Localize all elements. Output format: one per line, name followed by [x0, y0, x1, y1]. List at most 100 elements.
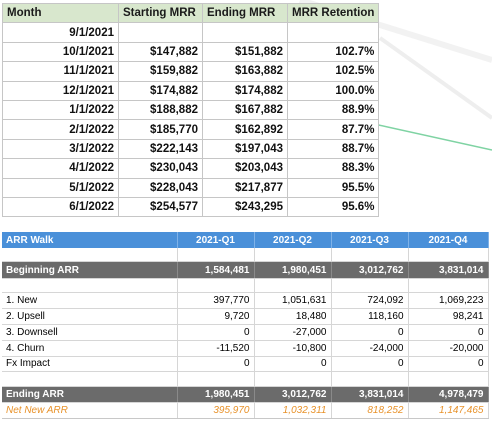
empty-cell[interactable] [254, 248, 332, 263]
quarter-header[interactable]: 2021-Q2 [254, 232, 332, 248]
starting-mrr-cell[interactable]: $174,882 [118, 80, 203, 101]
starting-mrr-cell[interactable]: $228,043 [118, 177, 203, 198]
mrr-retention-cell[interactable]: 95.6% [286, 196, 380, 218]
empty-cell[interactable] [408, 371, 489, 387]
beginning-arr-label[interactable]: Beginning ARR [2, 261, 178, 279]
ending-arr-value[interactable]: 1,980,451 [177, 386, 255, 404]
ending-arr-value[interactable]: 3,012,762 [254, 386, 332, 404]
line-item-value[interactable]: -24,000 [331, 340, 409, 357]
beginning-arr-value[interactable]: 3,012,762 [331, 261, 409, 279]
header-mrr-retention[interactable]: MRR Retention [286, 2, 380, 24]
mrr-retention-cell[interactable]: 95.5% [286, 177, 380, 198]
line-item-label[interactable]: Fx Impact [2, 356, 178, 373]
ending-mrr-cell[interactable]: $151,882 [202, 41, 288, 63]
beginning-arr-value[interactable]: 3,831,014 [408, 261, 489, 279]
line-item-label[interactable]: 2. Upsell [2, 308, 178, 325]
mrr-retention-cell[interactable]: 88.3% [286, 158, 380, 179]
line-item-value[interactable]: 1,069,223 [408, 292, 489, 310]
line-item-value[interactable]: 1,051,631 [254, 292, 332, 310]
ending-arr-value[interactable]: 4,978,479 [408, 386, 489, 404]
ending-mrr-cell[interactable]: $217,877 [202, 177, 288, 198]
starting-mrr-cell[interactable]: $185,770 [118, 119, 203, 140]
month-cell[interactable]: 4/1/2022 [2, 158, 119, 179]
empty-cell[interactable] [254, 371, 332, 387]
quarter-header[interactable]: 2021-Q1 [177, 232, 255, 248]
arr-walk-title[interactable]: ARR Walk [2, 232, 178, 248]
empty-cell[interactable] [2, 278, 178, 294]
line-item-label[interactable]: 3. Downsell [2, 324, 178, 341]
line-item-value[interactable]: -10,800 [254, 340, 332, 357]
mrr-retention-cell[interactable]: 88.7% [286, 138, 380, 160]
net-new-arr-value[interactable]: 395,970 [177, 402, 255, 420]
beginning-arr-value[interactable]: 1,584,481 [177, 261, 255, 279]
header-month[interactable]: Month [2, 2, 119, 24]
month-cell[interactable]: 6/1/2022 [2, 196, 119, 218]
mrr-retention-cell[interactable]: 102.7% [286, 41, 380, 63]
empty-cell[interactable] [408, 278, 489, 294]
starting-mrr-cell[interactable]: $159,882 [118, 61, 203, 82]
ending-mrr-cell[interactable]: $243,295 [202, 196, 288, 218]
quarter-header[interactable]: 2021-Q3 [331, 232, 409, 248]
line-item-label[interactable]: 1. New [2, 292, 178, 310]
line-item-value[interactable]: 0 [177, 324, 255, 341]
net-new-arr-value[interactable]: 818,252 [331, 402, 409, 420]
ending-mrr-cell[interactable]: $167,882 [202, 99, 288, 121]
net-new-arr-label[interactable]: Net New ARR [2, 402, 178, 420]
starting-mrr-cell[interactable]: $188,882 [118, 99, 203, 121]
mrr-retention-cell[interactable]: 88.9% [286, 99, 380, 121]
empty-cell[interactable] [331, 371, 409, 387]
empty-cell[interactable] [2, 248, 178, 263]
line-item-value[interactable]: 0 [254, 356, 332, 373]
ending-arr-value[interactable]: 3,831,014 [331, 386, 409, 404]
ending-arr-label[interactable]: Ending ARR [2, 386, 178, 404]
ending-mrr-cell[interactable] [202, 22, 288, 43]
starting-mrr-cell[interactable]: $147,882 [118, 41, 203, 63]
empty-cell[interactable] [2, 371, 178, 387]
header-ending-mrr[interactable]: Ending MRR [202, 2, 288, 24]
line-item-value[interactable]: 0 [408, 324, 489, 341]
line-item-value[interactable]: 0 [331, 324, 409, 341]
empty-cell[interactable] [177, 278, 255, 294]
empty-cell[interactable] [177, 248, 255, 263]
ending-mrr-cell[interactable]: $197,043 [202, 138, 288, 160]
line-item-value[interactable]: 0 [331, 356, 409, 373]
mrr-retention-cell[interactable] [286, 22, 380, 43]
header-starting-mrr[interactable]: Starting MRR [118, 2, 203, 24]
line-item-value[interactable]: 724,092 [331, 292, 409, 310]
starting-mrr-cell[interactable]: $222,143 [118, 138, 203, 160]
quarter-header[interactable]: 2021-Q4 [408, 232, 489, 248]
empty-cell[interactable] [254, 278, 332, 294]
month-cell[interactable]: 2/1/2022 [2, 119, 119, 140]
empty-cell[interactable] [331, 248, 409, 263]
line-item-label[interactable]: 4. Churn [2, 340, 178, 357]
mrr-retention-cell[interactable]: 87.7% [286, 119, 380, 140]
month-cell[interactable]: 5/1/2022 [2, 177, 119, 198]
line-item-value[interactable]: 0 [408, 356, 489, 373]
ending-mrr-cell[interactable]: $163,882 [202, 61, 288, 82]
starting-mrr-cell[interactable]: $230,043 [118, 158, 203, 179]
beginning-arr-value[interactable]: 1,980,451 [254, 261, 332, 279]
line-item-value[interactable]: 0 [177, 356, 255, 373]
line-item-value[interactable]: 397,770 [177, 292, 255, 310]
month-cell[interactable]: 3/1/2022 [2, 138, 119, 160]
empty-cell[interactable] [331, 278, 409, 294]
month-cell[interactable]: 9/1/2021 [2, 22, 119, 43]
empty-cell[interactable] [177, 371, 255, 387]
line-item-value[interactable]: 98,241 [408, 308, 489, 325]
starting-mrr-cell[interactable]: $254,577 [118, 196, 203, 218]
mrr-retention-cell[interactable]: 102.5% [286, 61, 380, 82]
line-item-value[interactable]: -27,000 [254, 324, 332, 341]
mrr-retention-cell[interactable]: 100.0% [286, 80, 380, 101]
ending-mrr-cell[interactable]: $174,882 [202, 80, 288, 101]
month-cell[interactable]: 10/1/2021 [2, 41, 119, 63]
line-item-value[interactable]: -11,520 [177, 340, 255, 357]
line-item-value[interactable]: -20,000 [408, 340, 489, 357]
line-item-value[interactable]: 118,160 [331, 308, 409, 325]
line-item-value[interactable]: 18,480 [254, 308, 332, 325]
empty-cell[interactable] [408, 248, 489, 263]
ending-mrr-cell[interactable]: $203,043 [202, 158, 288, 179]
ending-mrr-cell[interactable]: $162,892 [202, 119, 288, 140]
month-cell[interactable]: 1/1/2022 [2, 99, 119, 121]
month-cell[interactable]: 11/1/2021 [2, 61, 119, 82]
line-item-value[interactable]: 9,720 [177, 308, 255, 325]
